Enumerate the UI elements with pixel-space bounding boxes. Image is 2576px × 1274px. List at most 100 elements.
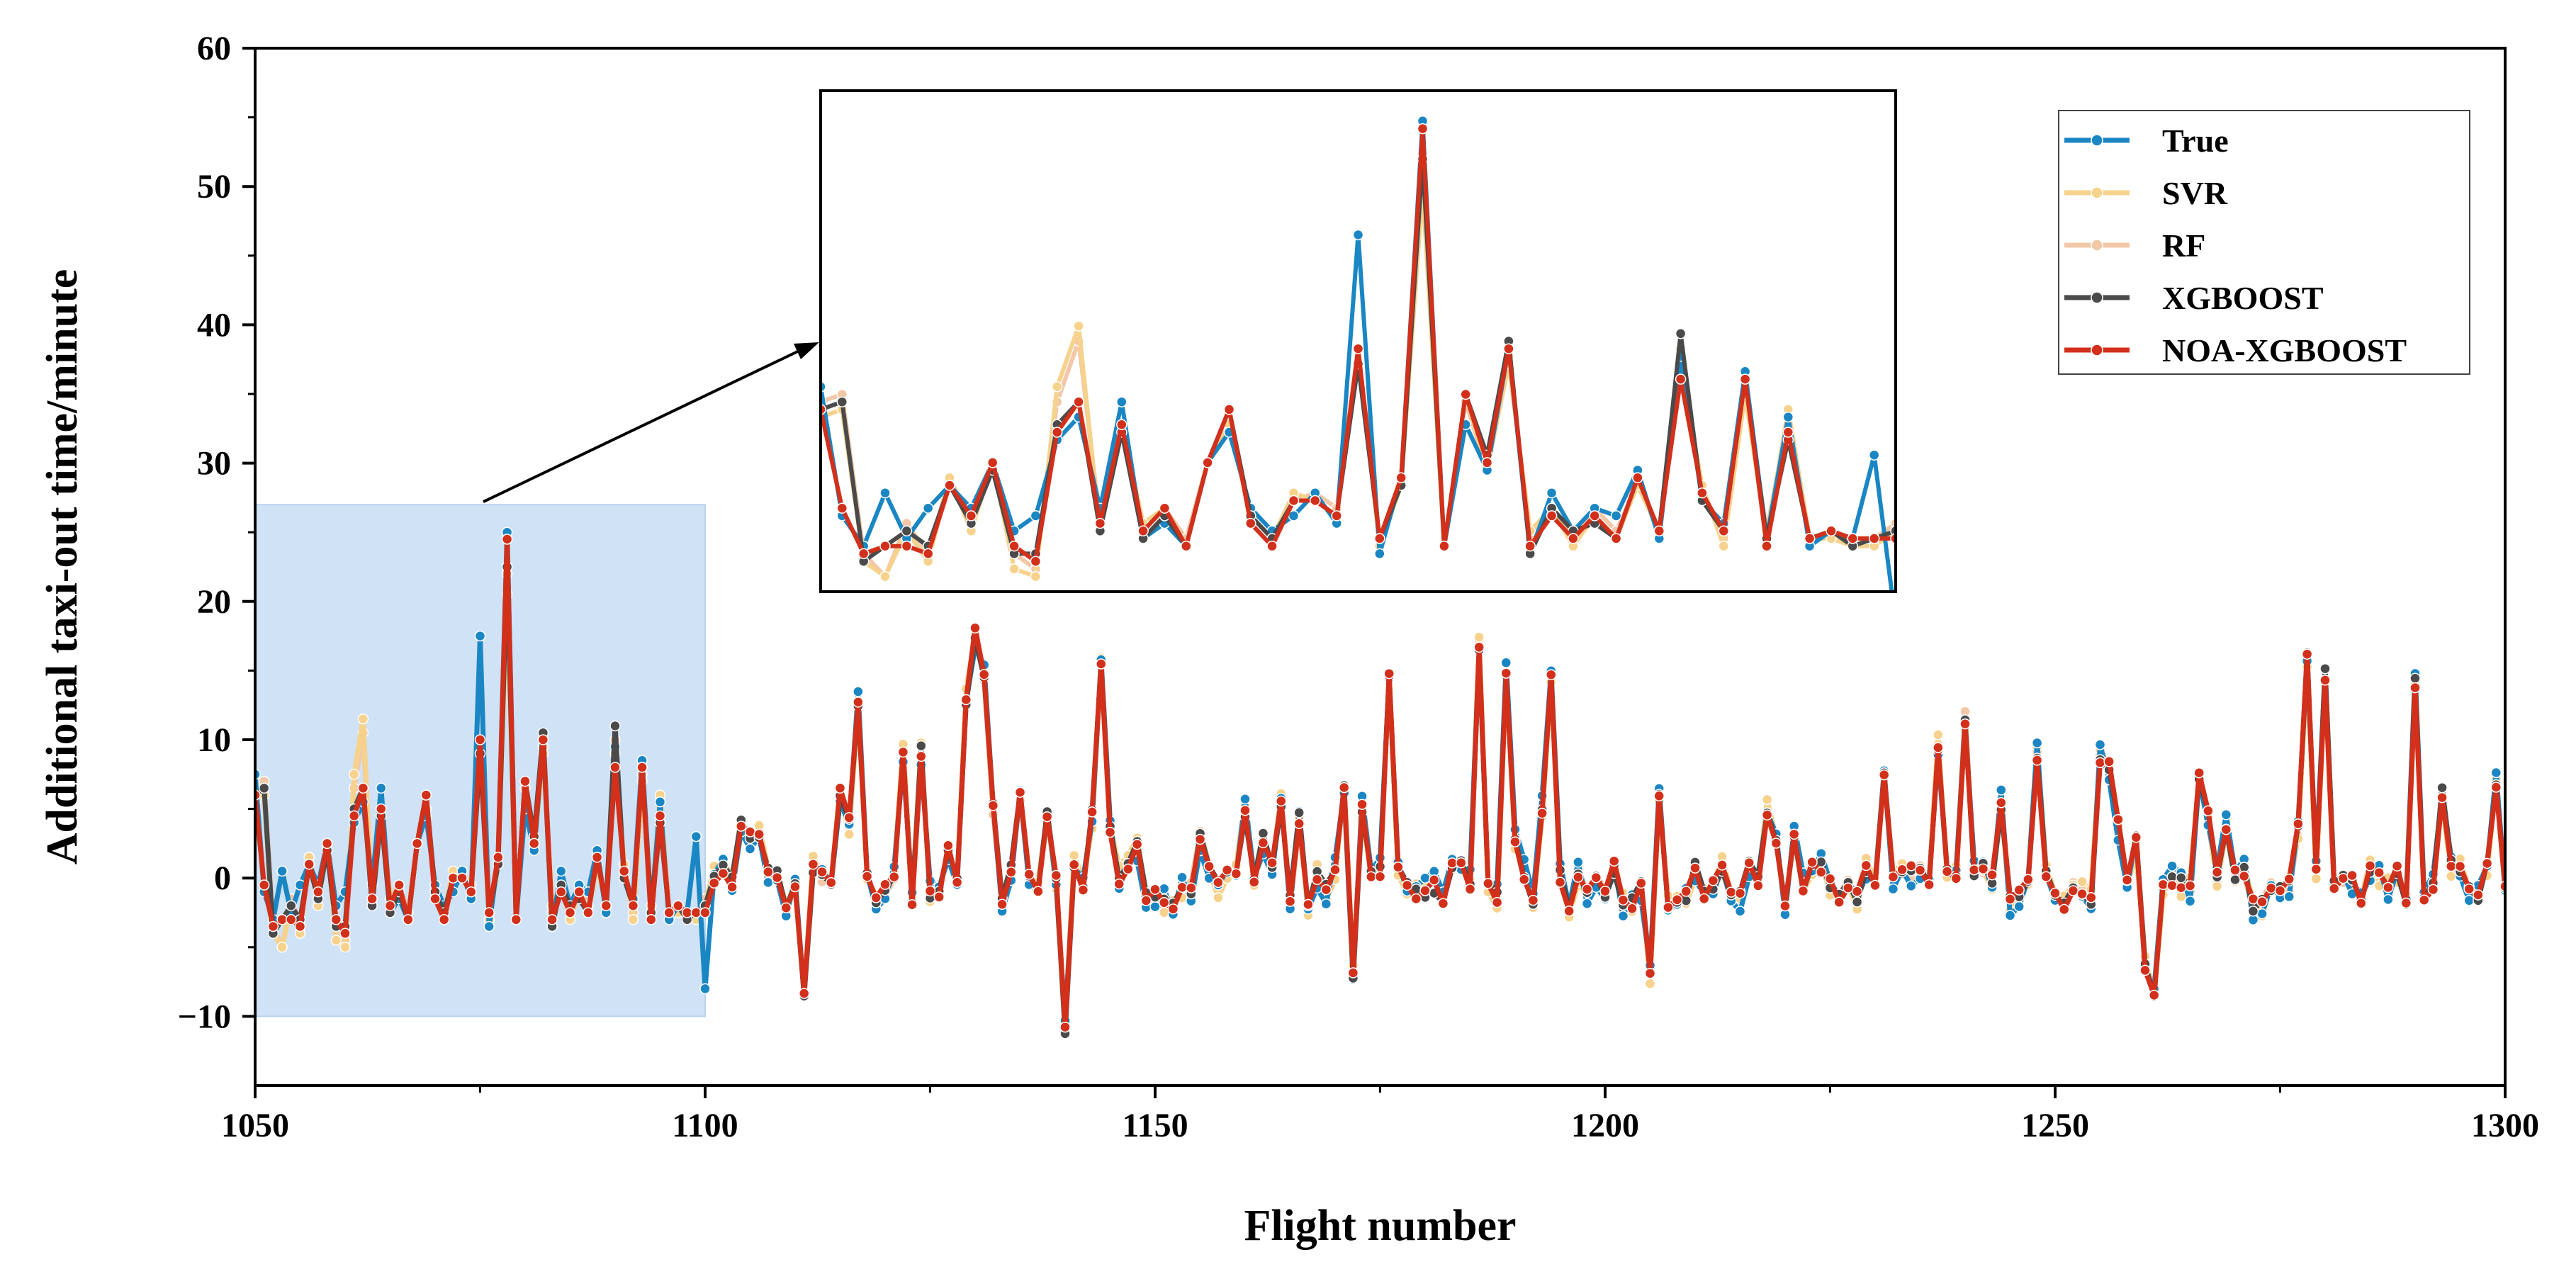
series-point-noa-xgboost: [1753, 880, 1764, 891]
series-point-true: [1500, 657, 1512, 669]
series-point-noa-xgboost: [528, 838, 540, 850]
series-point-noa-xgboost: [1761, 809, 1773, 821]
series-point-noa-xgboost: [2400, 897, 2412, 909]
series-point-noa-xgboost: [573, 886, 585, 898]
y-tick-label: 60: [197, 30, 231, 67]
series-point-noa-xgboost: [1276, 795, 1287, 807]
y-tick-label: 20: [197, 583, 231, 621]
series-point-noa-xgboost: [924, 885, 936, 897]
series-point-noa-xgboost: [960, 694, 972, 706]
inset-series-point-noa-xgboost: [836, 502, 848, 514]
y-tick-label: 0: [214, 859, 231, 897]
series-point-noa-xgboost: [2211, 867, 2223, 878]
series-point-svr: [276, 942, 288, 953]
series-point-noa-xgboost: [1644, 967, 1656, 979]
series-point-noa-xgboost: [2364, 860, 2376, 872]
inset-series-point-noa-xgboost: [1137, 525, 1149, 537]
series-point-true: [1887, 883, 1899, 895]
series-point-noa-xgboost: [1950, 873, 1962, 884]
inset-series-point-noa-xgboost: [1804, 533, 1816, 544]
inset-series-point-noa-xgboost: [1395, 472, 1407, 484]
y-tick-label: −10: [178, 998, 231, 1035]
series-point-true: [1617, 910, 1629, 922]
series-point-noa-xgboost: [916, 750, 927, 762]
axes: 1050 1100 1150 1200 1250 1300 −10 0 10 20 30 40 50 60: [178, 30, 2539, 1144]
series-point-true: [2013, 901, 2025, 913]
inset-series-point-xgboost: [1675, 328, 1687, 339]
series-point-true: [276, 865, 288, 877]
series-point-true: [1573, 857, 1584, 868]
series-point-noa-xgboost: [1023, 869, 1035, 880]
series-point-xgboost: [2247, 906, 2259, 917]
series-point-true: [2383, 894, 2394, 906]
series-point-noa-xgboost: [1573, 872, 1584, 883]
series-point-noa-xgboost: [1518, 874, 1530, 885]
series-point-noa-xgboost: [2473, 889, 2484, 901]
series-point-noa-xgboost: [1941, 866, 1953, 877]
series-point-svr: [2211, 880, 2223, 892]
inset-series-point-noa-xgboost: [1159, 502, 1171, 514]
series-point-noa-xgboost: [1383, 667, 1395, 680]
inset-series-point-noa-xgboost: [1589, 510, 1600, 522]
inset-background: [821, 91, 1896, 592]
inset-series-point-noa-xgboost: [1847, 533, 1859, 544]
series-point-true: [1581, 898, 1593, 910]
legend-marker-rf: [2091, 239, 2103, 252]
series-point-noa-xgboost: [1671, 894, 1683, 906]
y-axis-title: Additional taxi-out time/minute: [38, 269, 86, 864]
series-point-noa-xgboost: [726, 881, 738, 893]
series-point-noa-xgboost: [1923, 879, 1935, 891]
inset-series-point-noa-xgboost: [1073, 396, 1084, 407]
series-point-noa-xgboost: [1581, 884, 1593, 895]
series-point-noa-xgboost: [1374, 871, 1386, 882]
series-point-noa-xgboost: [2328, 883, 2340, 894]
series-point-noa-xgboost: [1464, 884, 1476, 895]
inset-series-point-noa-xgboost: [1051, 427, 1063, 438]
series-point-noa-xgboost: [466, 886, 477, 898]
series-point-true: [2283, 891, 2295, 903]
series-point-noa-xgboost: [978, 669, 990, 680]
series-point-svr: [2446, 870, 2457, 882]
series-point-noa-xgboost: [2176, 881, 2187, 894]
series-point-noa-xgboost: [2481, 857, 2493, 869]
series-point-true: [1158, 883, 1170, 894]
x-tick-label: 1200: [1571, 1107, 1639, 1144]
series-point-noa-xgboost: [403, 914, 414, 925]
inset-series-point-noa-xgboost: [986, 457, 999, 468]
series-point-noa-xgboost: [2238, 870, 2250, 882]
series-point-noa-xgboost: [384, 900, 396, 911]
series-point-noa-xgboost: [1419, 885, 1431, 896]
series-point-xgboost: [258, 782, 270, 794]
inset-series-point-noa-xgboost: [1116, 419, 1127, 431]
series-point-noa-xgboost: [2373, 867, 2385, 879]
series-point-noa-xgboost: [699, 907, 711, 918]
series-point-noa-xgboost: [600, 900, 612, 911]
series-point-noa-xgboost: [330, 914, 342, 925]
series-point-noa-xgboost: [969, 622, 981, 634]
series-point-noa-xgboost: [1176, 881, 1188, 894]
inset-series-point-true: [879, 487, 891, 499]
series-point-noa-xgboost: [438, 914, 450, 925]
series-point-true: [2463, 895, 2475, 906]
inset-series-point-true: [1030, 510, 1042, 522]
series-point-noa-xgboost: [627, 900, 639, 911]
series-point-noa-xgboost: [546, 914, 558, 925]
series-point-noa-xgboost: [1833, 896, 1845, 908]
series-point-noa-xgboost: [1734, 887, 1746, 899]
series-point-noa-xgboost: [2418, 894, 2430, 906]
inset-series-point-svr: [879, 570, 891, 582]
series-point-noa-xgboost: [1158, 897, 1170, 908]
series-point-noa-xgboost: [1006, 867, 1017, 878]
series-point-svr: [2076, 876, 2088, 888]
series-point-noa-xgboost: [564, 907, 576, 918]
inset-series-point-true: [1352, 229, 1364, 241]
series-point-noa-xgboost: [1320, 884, 1332, 896]
inset-series-point-true: [1782, 411, 1794, 423]
series-point-noa-xgboost: [1329, 864, 1341, 876]
series-point-noa-xgboost: [1366, 871, 1377, 883]
series-point-noa-xgboost: [1293, 818, 1305, 830]
inset-series-point-noa-xgboost: [1008, 540, 1020, 552]
series-point-noa-xgboost: [879, 879, 891, 890]
series-point-noa-xgboost: [789, 881, 801, 893]
series-point-noa-xgboost: [2356, 897, 2367, 909]
